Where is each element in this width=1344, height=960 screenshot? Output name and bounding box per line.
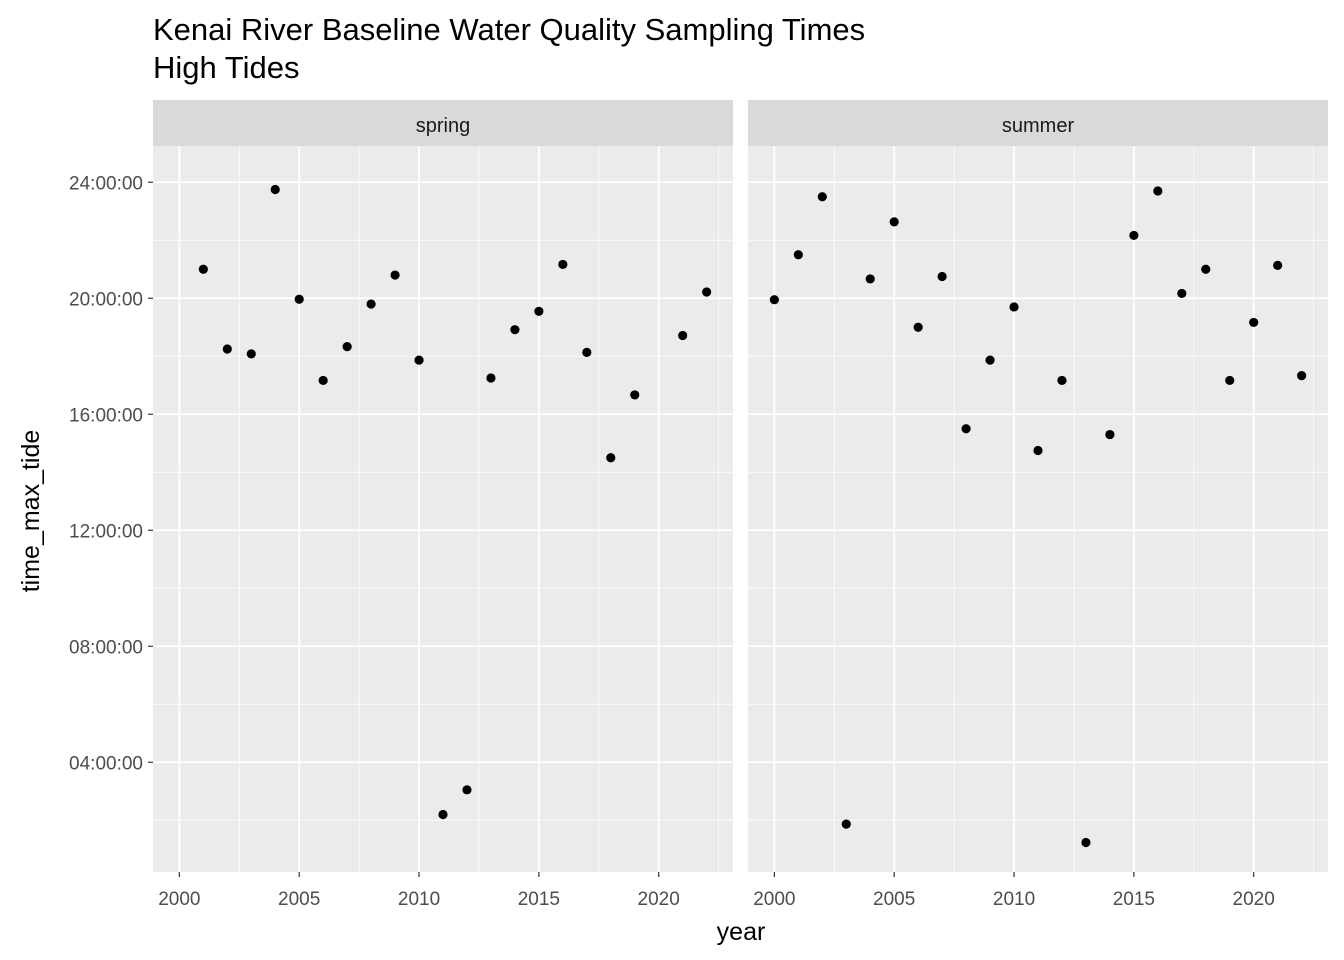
data-point <box>678 330 688 341</box>
data-point <box>769 295 779 305</box>
data-point <box>841 819 851 829</box>
x-tick-label: 2000 <box>158 889 200 910</box>
y-tick-label: 20:00:00 <box>69 289 143 310</box>
y-axis: 04:00:00 08:00:00 12:00:00 16:00:00 20:00:00… <box>69 173 153 774</box>
panel-background <box>153 146 733 872</box>
x-tick-label: 2010 <box>398 889 440 910</box>
data-point <box>1297 370 1307 381</box>
data-point <box>294 294 304 304</box>
data-point <box>510 325 520 335</box>
chart-subtitle: High Tides <box>153 50 299 85</box>
data-point <box>1201 264 1211 274</box>
y-tick-label: 16:00:00 <box>69 405 143 426</box>
data-point <box>985 355 995 365</box>
chart-title: Kenai River Baseline Water Quality Sampl… <box>153 12 865 47</box>
data-point <box>270 184 280 195</box>
data-point <box>390 270 400 280</box>
data-point <box>558 259 568 270</box>
data-point <box>438 809 448 820</box>
data-point <box>1009 302 1019 312</box>
y-tick-label: 08:00:00 <box>69 637 143 658</box>
data-point <box>1033 445 1043 456</box>
data-point <box>630 390 640 400</box>
data-point <box>318 375 328 386</box>
data-point <box>222 344 232 354</box>
data-point <box>1153 186 1163 196</box>
data-point <box>1081 837 1091 848</box>
y-tick-label: 24:00:00 <box>69 173 143 194</box>
y-axis-title: time_max_tide <box>17 430 45 593</box>
data-point <box>961 424 971 434</box>
data-point <box>1225 375 1235 386</box>
data-point <box>1273 260 1283 270</box>
data-point <box>913 322 923 332</box>
x-tick-label: 2015 <box>1113 889 1155 910</box>
facet-panel-spring: spring 2000 2005 2010 2015 2020 <box>153 100 733 910</box>
data-point <box>582 347 592 357</box>
data-point <box>366 299 376 309</box>
data-point <box>889 217 899 227</box>
data-point <box>817 192 827 202</box>
data-point <box>486 373 496 383</box>
x-tick-label: 2005 <box>278 889 320 910</box>
facet-strip-label: spring <box>416 115 470 137</box>
x-tick-label: 2020 <box>638 889 680 910</box>
facet-panels: spring 2000 2005 2010 2015 2020 summer 2000 2005… <box>153 100 1328 910</box>
facet-strip-label: summer <box>1002 115 1075 137</box>
x-axis-title: year <box>717 918 766 946</box>
data-point <box>414 355 424 365</box>
data-point <box>606 453 616 463</box>
data-point <box>534 306 544 316</box>
data-point <box>1105 429 1115 440</box>
y-tick-label: 12:00:00 <box>69 521 143 542</box>
data-point <box>462 785 472 795</box>
data-point <box>1249 317 1259 328</box>
facet-panel-summer: summer 2000 2005 2010 2015 2020 <box>748 100 1328 910</box>
x-tick-label: 2015 <box>518 889 560 910</box>
data-point <box>1057 375 1067 386</box>
data-point <box>793 250 803 260</box>
x-tick-label: 2005 <box>873 889 915 910</box>
data-point <box>937 271 947 282</box>
x-tick-label: 2000 <box>753 889 795 910</box>
data-point <box>1129 230 1139 241</box>
data-point <box>1177 288 1187 299</box>
x-tick-label: 2020 <box>1233 889 1275 910</box>
panel-background <box>748 146 1328 872</box>
data-point <box>702 287 712 297</box>
data-point <box>342 341 352 352</box>
data-point <box>865 274 875 284</box>
data-point <box>246 349 256 359</box>
facet-strip <box>153 100 733 146</box>
facet-strip <box>748 100 1328 146</box>
x-tick-label: 2010 <box>993 889 1035 910</box>
data-point <box>198 264 208 274</box>
y-tick-label: 04:00:00 <box>69 753 143 774</box>
